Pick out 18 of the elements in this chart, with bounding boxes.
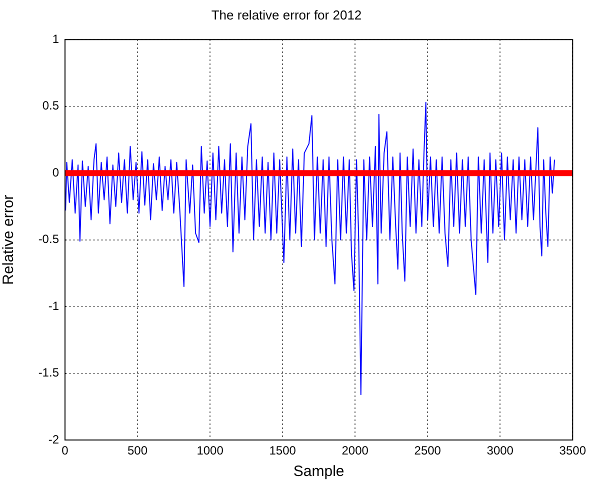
- y-tick-label: -2: [48, 432, 60, 446]
- x-tick-label: 3500: [559, 444, 586, 458]
- y-tick-label: -1.5: [38, 366, 60, 380]
- y-axis-title: Relative error: [0, 194, 18, 285]
- x-tick-label: 500: [128, 444, 148, 458]
- x-axis-title: Sample: [293, 463, 344, 480]
- y-tick-label: -1: [48, 298, 60, 313]
- y-tick-label: 1: [52, 32, 60, 46]
- x-tick-label: 2000: [342, 444, 369, 458]
- chart-title: The relative error for 2012: [211, 7, 362, 22]
- x-tick-label: 2500: [414, 444, 442, 458]
- x-tick-label: 1000: [196, 444, 224, 458]
- y-tick-label: -0.5: [38, 232, 60, 246]
- x-tick-label: 0: [62, 444, 69, 458]
- x-tick-label: 1500: [269, 444, 296, 458]
- y-tick-label: 0: [52, 165, 60, 180]
- y-tick-label: 0.5: [42, 98, 60, 113]
- x-tick-label: 3000: [486, 444, 514, 458]
